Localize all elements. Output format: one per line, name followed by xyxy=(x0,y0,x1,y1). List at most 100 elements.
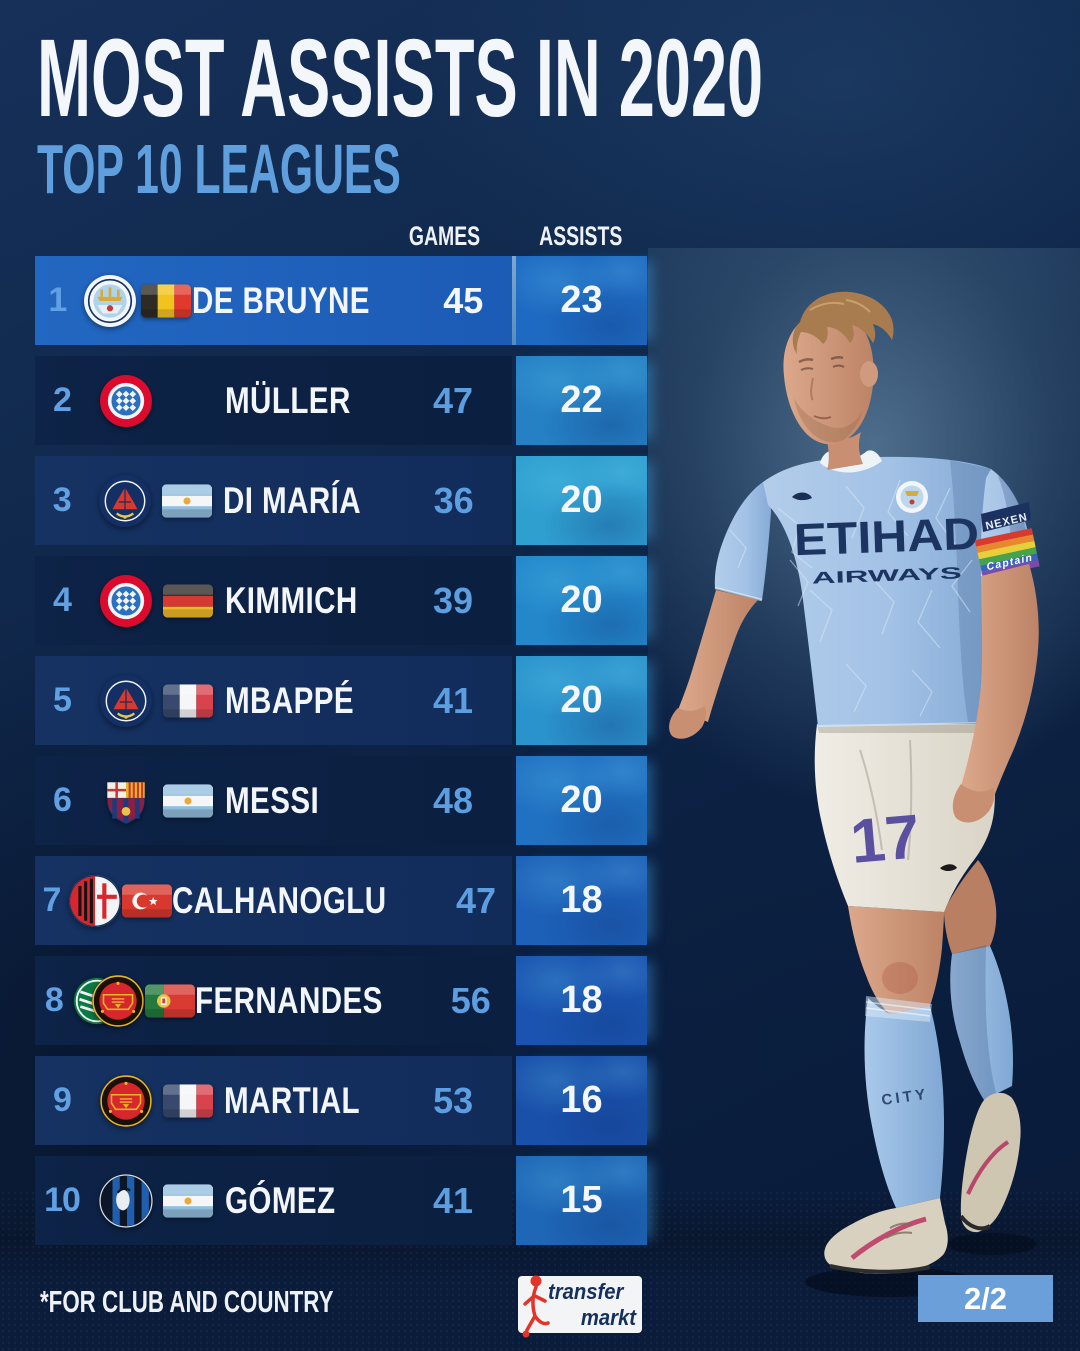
row-band: 8 FERNANDES 56 xyxy=(35,956,512,1045)
assists-cell: 18 xyxy=(516,856,647,945)
assists-value: 20 xyxy=(560,779,603,821)
rank-label: 2 xyxy=(53,381,72,419)
row-band: 3 DI MARÍA 36 xyxy=(35,456,512,545)
table-row: 1 DE BRUYNE 45 23 xyxy=(35,256,647,345)
flag-slot xyxy=(140,283,192,318)
column-header-games: GAMES xyxy=(409,221,481,251)
row-band: 1 DE BRUYNE 45 xyxy=(35,256,512,345)
brand-name-bottom: markt xyxy=(580,1304,636,1330)
club-badge-barcelona-icon xyxy=(99,774,153,828)
row-band: 9 MARTIAL 53 xyxy=(35,1056,512,1145)
table-row: 6 MESSI 48 20 xyxy=(35,756,647,845)
player-name: DI MARÍA xyxy=(222,479,361,521)
rank-label: 10 xyxy=(44,1181,81,1219)
flag-argentina-icon xyxy=(161,483,212,518)
table-row: 8 FERNANDES 56 18 xyxy=(35,956,647,1045)
club-badges xyxy=(89,674,163,728)
games-value: 41 xyxy=(432,679,474,721)
games-value: 47 xyxy=(432,379,474,421)
club-badge-manchester-city-icon xyxy=(83,274,137,328)
club-badge-manchester-united-icon xyxy=(91,974,145,1028)
page-title: MOST ASSISTS IN 2020 xyxy=(37,17,764,140)
player-name-cell: FERNANDES xyxy=(195,980,430,1022)
flag-slot xyxy=(162,1083,225,1118)
flag-belgium-icon xyxy=(140,283,191,318)
assists-value: 20 xyxy=(560,579,603,621)
rank-label: 4 xyxy=(53,581,72,619)
assists-value: 23 xyxy=(560,279,603,321)
player-name-cell: CALHANOGLU xyxy=(172,880,440,922)
rank-label: 3 xyxy=(52,481,72,519)
column-headers: GAMES ASSISTS xyxy=(35,221,647,251)
games-value: 45 xyxy=(443,279,484,321)
player-name-cell: DI MARÍA xyxy=(223,480,396,522)
transfermarkt-logo: transfer markt xyxy=(518,1275,642,1338)
rank-label: 1 xyxy=(48,281,67,319)
assists-cell: 20 xyxy=(516,456,647,545)
club-badges xyxy=(73,974,145,1028)
jersey-sponsor-line1: ETIHAD xyxy=(793,508,980,565)
flag-germany-icon xyxy=(163,583,213,618)
rank-label: 8 xyxy=(44,981,64,1019)
flag-slot xyxy=(161,483,223,518)
flag-turkey-icon xyxy=(121,883,172,918)
club-badges xyxy=(80,274,141,328)
assists-cell: 16 xyxy=(516,1056,647,1145)
table-row: 7 CALHANOGLU 47 18 xyxy=(35,856,647,945)
assists-cell: 22 xyxy=(516,356,647,445)
club-badges xyxy=(89,574,163,628)
flag-slot xyxy=(163,1183,225,1218)
flag-slot xyxy=(121,883,172,918)
club-badges xyxy=(89,374,163,428)
club-badges xyxy=(88,474,161,528)
assists-value: 16 xyxy=(560,1079,603,1121)
page-indicator-badge: 2/2 xyxy=(918,1275,1053,1322)
club-badge-ac-milan-icon xyxy=(68,874,122,928)
assists-cell: 15 xyxy=(516,1156,647,1245)
column-header-assists: ASSISTS xyxy=(538,221,623,251)
row-band: 7 CALHANOGLU 47 xyxy=(35,856,512,945)
table-row: 9 MARTIAL 53 16 xyxy=(35,1056,647,1145)
player-photo: CITY 17 ETIHAD AIRWAYS xyxy=(669,291,1040,1297)
games-value: 56 xyxy=(450,979,491,1021)
assists-table: 1 DE BRUYNE 45 23 2 MÜLLER 47 22 3 DI MA… xyxy=(35,256,647,1256)
rank-label: 7 xyxy=(42,881,62,919)
row-band: 2 MÜLLER 47 xyxy=(35,356,512,445)
club-badge-bayern-munich-icon xyxy=(99,374,153,428)
table-row: 2 MÜLLER 47 22 xyxy=(35,356,647,445)
club-badges xyxy=(89,774,163,828)
assists-value: 15 xyxy=(560,1179,603,1221)
flag-slot xyxy=(144,983,195,1018)
club-badges xyxy=(89,1173,163,1228)
flag-slot xyxy=(163,583,225,618)
flag-slot xyxy=(163,783,225,818)
assists-value: 20 xyxy=(560,679,603,721)
flag-argentina-icon xyxy=(163,1183,213,1218)
table-row: 5 MBAPPÉ 41 20 xyxy=(35,656,647,745)
player-name-cell: KIMMICH xyxy=(225,580,394,622)
player-name-cell: MARTIAL xyxy=(224,1080,394,1122)
club-badge-psg-icon xyxy=(99,674,153,728)
table-row: 10 GÓMEZ 41 15 xyxy=(35,1156,647,1245)
club-badges xyxy=(89,1074,163,1128)
assists-cell: 20 xyxy=(516,756,647,845)
assists-value: 22 xyxy=(560,379,603,421)
jersey-sponsor-line2: AIRWAYS xyxy=(812,564,963,587)
player-name: MÜLLER xyxy=(225,379,351,421)
transfermarkt-figure-icon xyxy=(522,1275,550,1338)
club-badges xyxy=(68,874,122,928)
player-name-cell: GÓMEZ xyxy=(225,1180,394,1222)
player-name: MESSI xyxy=(225,779,320,821)
jersey-puma-icon xyxy=(792,492,812,501)
flag-france-icon xyxy=(162,1083,213,1118)
sleeve-band xyxy=(981,502,1031,532)
player-name: GÓMEZ xyxy=(225,1179,336,1221)
club-badge-manchester-united-icon xyxy=(99,1074,153,1128)
games-value: 47 xyxy=(455,879,497,921)
assists-cell: 20 xyxy=(516,656,647,745)
assists-cell: 18 xyxy=(516,956,647,1045)
club-badge-atalanta-icon xyxy=(99,1173,153,1228)
club-badge-bayern-munich-icon xyxy=(99,574,153,628)
club-badge-psg-icon xyxy=(98,474,152,528)
player-name-cell: MESSI xyxy=(225,780,394,822)
